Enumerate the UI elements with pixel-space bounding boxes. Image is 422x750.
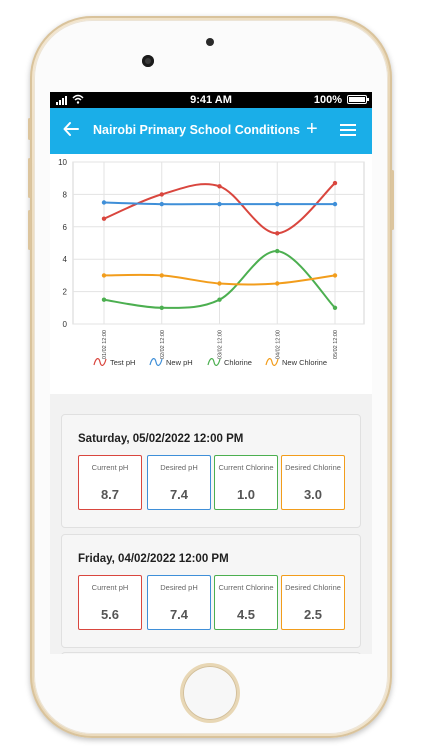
- metric-box-current-chlorine: Current Chlorine 4.5: [214, 575, 278, 630]
- data-point: [275, 248, 280, 254]
- metric-value: 2.5: [303, 607, 323, 622]
- metric-box-desired-chlorine: Desired Chlorine 3.0: [281, 455, 345, 510]
- power-button: [391, 170, 394, 230]
- home-button[interactable]: [183, 666, 237, 720]
- data-point: [217, 184, 222, 189]
- metric-box-desired-chlorine: Desired Chlorine 2.5: [281, 575, 345, 630]
- proximity-sensor-icon: [206, 38, 214, 46]
- data-point: [217, 281, 222, 286]
- data-point: [332, 201, 338, 207]
- data-point: [101, 273, 107, 278]
- y-tick-label: 0: [63, 320, 68, 329]
- data-point: [159, 273, 164, 278]
- metric-box-current-chlorine: Current Chlorine 1.0: [214, 455, 278, 510]
- x-tick-label: 04/02 12:00: [275, 330, 281, 359]
- series-line-test-ph: [103, 182, 336, 235]
- metric-box-desired-ph: Desired pH 7.4: [147, 455, 211, 510]
- back-arrow-icon[interactable]: [62, 120, 80, 138]
- data-point: [275, 281, 280, 286]
- data-point: [159, 201, 164, 207]
- metric-box-current-ph: Current pH 5.6: [78, 575, 142, 630]
- metric-label: Current Chlorine: [218, 583, 274, 592]
- x-tick-label: 02/02 12:00: [160, 330, 166, 359]
- x-tick-label: 01/02 12:00: [102, 330, 108, 359]
- metric-value: 5.6: [100, 607, 120, 622]
- battery-icon: [347, 95, 369, 104]
- metric-label: Desired pH: [160, 463, 198, 472]
- data-point: [332, 305, 338, 310]
- metric-value: 7.4: [169, 487, 189, 502]
- metric-label: Current Chlorine: [218, 463, 274, 472]
- metric-label: Current pH: [91, 463, 129, 472]
- y-tick-label: 4: [63, 255, 68, 264]
- metric-value: 8.7: [100, 487, 120, 502]
- data-point: [332, 273, 338, 278]
- data-point: [217, 297, 222, 302]
- legend-label: Test pH: [110, 358, 135, 367]
- status-time: 9:41 AM: [190, 94, 232, 106]
- reading-date: Friday, 04/02/2022 12:00 PM: [78, 553, 229, 565]
- metric-value: 1.0: [236, 487, 256, 502]
- battery-percent: 100%: [313, 94, 342, 106]
- app-screen: 9:41 AM 100% Nairobi Primary School Cond…: [50, 92, 372, 654]
- data-point: [159, 192, 164, 197]
- reading-card[interactable]: Saturday, 05/02/2022 12:00 PM Current pH 8…: [61, 414, 361, 528]
- y-tick-label: 6: [63, 223, 68, 232]
- metric-box-desired-ph: Desired pH 7.4: [147, 575, 211, 630]
- metric-label: Desired Chlorine: [285, 463, 341, 472]
- metric-label: Desired pH: [160, 583, 198, 592]
- data-point: [217, 201, 222, 207]
- data-point: [275, 231, 280, 236]
- x-tick-label: 05/02 12:00: [333, 330, 339, 359]
- data-point: [275, 201, 280, 207]
- chart-area: 0 2 4 6 8 10 01/02 12:00 02/02 12:00 03/02 12:00…: [50, 154, 372, 394]
- metric-label: Desired Chlorine: [285, 583, 341, 592]
- y-tick-label: 10: [58, 158, 67, 167]
- wifi-icon: [72, 94, 84, 104]
- add-reading-button[interactable]: +: [306, 118, 318, 140]
- y-tick-label: 8: [63, 190, 68, 199]
- y-tick-label: 2: [63, 288, 68, 297]
- legend-swatch-icon: [93, 358, 107, 366]
- hamburger-menu-icon[interactable]: [340, 124, 356, 136]
- signal-icon: [56, 94, 67, 105]
- legend-label: Chlorine: [224, 358, 252, 367]
- legend-label: New pH: [166, 358, 193, 367]
- series-line-chlorine: [103, 250, 336, 309]
- legend-swatch-icon: [207, 358, 221, 366]
- data-point: [101, 297, 107, 302]
- data-point: [101, 216, 107, 221]
- page-title: Nairobi Primary School Conditions: [93, 123, 300, 137]
- app-header: Nairobi Primary School Conditions +: [50, 108, 372, 154]
- status-bar: 9:41 AM 100%: [50, 92, 372, 108]
- metric-value: 7.4: [169, 607, 189, 622]
- data-point: [159, 305, 164, 310]
- line-chart: 0 2 4 6 8 10 01/02 12:00 02/02 12:00 03/02 12:00…: [58, 158, 365, 367]
- x-tick-label: 03/02 12:00: [218, 330, 224, 359]
- reading-date: Saturday, 05/02/2022 12:00 PM: [78, 433, 244, 445]
- metric-label: Current pH: [91, 583, 129, 592]
- data-point: [101, 200, 107, 205]
- metric-value: 3.0: [303, 487, 323, 502]
- data-point: [332, 180, 338, 186]
- volume-up-button: [28, 158, 31, 198]
- front-camera-icon: [142, 55, 154, 67]
- volume-down-button: [28, 210, 31, 250]
- reading-card[interactable]: Friday, 04/02/2022 12:00 PM Current pH 5.6…: [61, 534, 361, 648]
- legend-label: New Chlorine: [282, 358, 327, 367]
- legend-swatch-icon: [149, 358, 163, 366]
- reading-card-partial[interactable]: [61, 652, 361, 654]
- metric-value: 4.5: [236, 607, 256, 622]
- legend-swatch-icon: [265, 358, 279, 366]
- metric-box-current-ph: Current pH 8.7: [78, 455, 142, 510]
- mute-switch: [28, 118, 31, 140]
